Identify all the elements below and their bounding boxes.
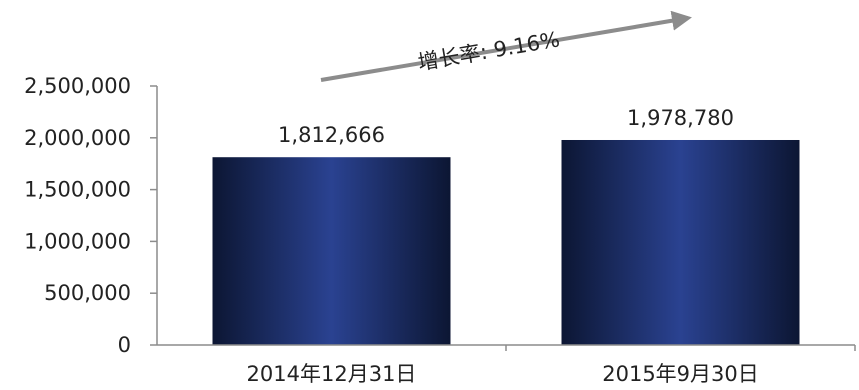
growth-arrow bbox=[320, 10, 692, 82]
y-axis: 0 500,000 1,000,000 1,500,000 2,000,000 2,500… bbox=[24, 74, 158, 357]
growth-rate-label: 增长率: 9.16% bbox=[416, 27, 561, 75]
bar-value-label: 1,978,780 bbox=[627, 106, 734, 130]
bar-value-label: 1,812,666 bbox=[278, 123, 385, 147]
y-tick-label: 2,000,000 bbox=[24, 126, 131, 150]
x-axis: 2014年12月31日 2015年9月30日 bbox=[157, 344, 856, 386]
x-tick-label: 2015年9月30日 bbox=[602, 362, 759, 386]
y-tick-label: 500,000 bbox=[44, 281, 131, 305]
y-tick-label: 1,000,000 bbox=[24, 229, 131, 253]
data-labels: 1,812,666 1,978,780 bbox=[278, 106, 734, 147]
bars bbox=[212, 139, 800, 345]
y-tick-label: 0 bbox=[118, 333, 131, 357]
y-tick-label: 2,500,000 bbox=[24, 74, 131, 98]
y-tick-label: 1,500,000 bbox=[24, 178, 131, 202]
bar bbox=[212, 157, 451, 345]
bar bbox=[561, 139, 800, 345]
x-tick-label: 2014年12月31日 bbox=[247, 362, 417, 386]
